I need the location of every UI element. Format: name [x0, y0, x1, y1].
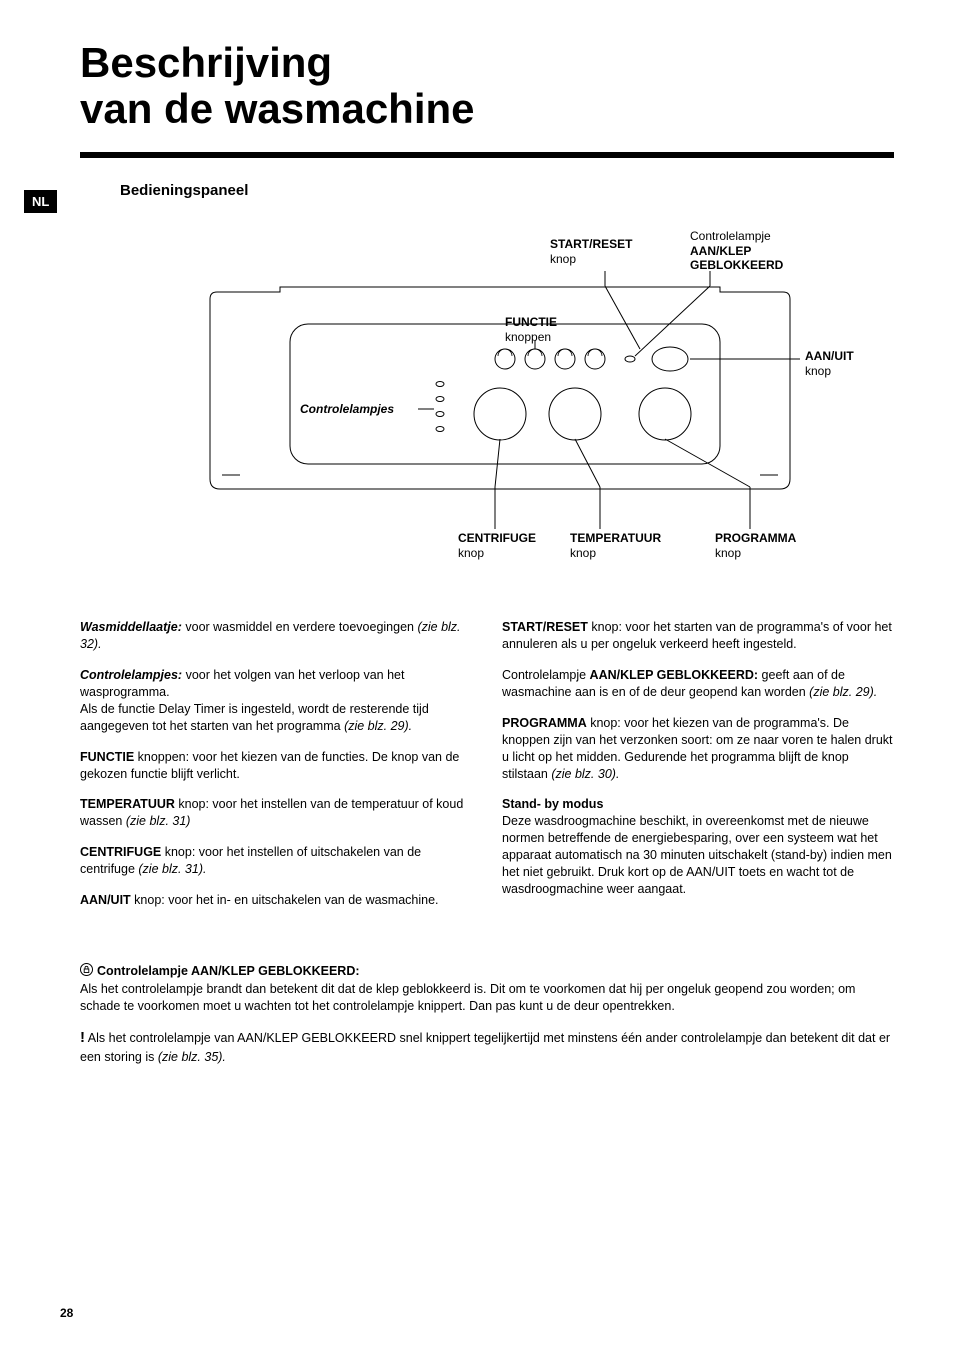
- label-functie: FUNCTIE knoppen: [505, 315, 557, 344]
- language-tag: NL: [24, 190, 57, 213]
- para-functie: FUNCTIE knoppen: voor het kiezen van de …: [80, 749, 472, 783]
- para-temperatuur: TEMPERATUUR knop: voor het instellen van…: [80, 796, 472, 830]
- section-title: Bedieningspaneel: [120, 182, 894, 199]
- para-programma: PROGRAMMA knop: voor het kiezen van de p…: [502, 715, 894, 783]
- label-controlelampjes: Controlelampjes: [300, 402, 394, 416]
- control-panel-diagram: START/RESET knop Controlelampje AAN/KLEP…: [160, 229, 860, 569]
- title-line-2: van de wasmachine: [80, 85, 475, 132]
- para-aan-uit: AAN/UIT knop: voor het in- en uitschakel…: [80, 892, 472, 909]
- label-centrifuge: CENTRIFUGE knop: [458, 531, 536, 560]
- footer-block: Controlelampje AAN/KLEP GEBLOKKEERD: Als…: [80, 963, 894, 1066]
- description-columns: Wasmiddellaatje: voor wasmiddel en verde…: [80, 619, 894, 922]
- para-start-reset: START/RESET knop: voor het starten van d…: [502, 619, 894, 653]
- para-centrifuge: CENTRIFUGE knop: voor het instellen of u…: [80, 844, 472, 878]
- para-aan-klep: Controlelampje AAN/KLEP GEBLOKKEERD: gee…: [502, 667, 894, 701]
- page-title: Beschrijving van de wasmachine: [80, 40, 894, 132]
- title-rule: [80, 152, 894, 158]
- para-wasmiddel: Wasmiddellaatje: voor wasmiddel en verde…: [80, 619, 472, 653]
- footer-para-2: ! Als het controlelampje van AAN/KLEP GE…: [80, 1028, 894, 1065]
- page-number: 28: [60, 1306, 73, 1320]
- title-line-1: Beschrijving: [80, 39, 332, 86]
- label-aan-klep: Controlelampje AAN/KLEP GEBLOKKEERD: [690, 229, 783, 272]
- lock-icon: [80, 963, 93, 981]
- column-left: Wasmiddellaatje: voor wasmiddel en verde…: [80, 619, 472, 922]
- column-right: START/RESET knop: voor het starten van d…: [502, 619, 894, 922]
- label-start-reset: START/RESET knop: [550, 237, 632, 266]
- footer-para-1: Controlelampje AAN/KLEP GEBLOKKEERD: Als…: [80, 963, 894, 1015]
- label-aan-uit: AAN/UIT knop: [805, 349, 854, 378]
- label-temperatuur: TEMPERATUUR knop: [570, 531, 661, 560]
- label-programma: PROGRAMMA knop: [715, 531, 796, 560]
- para-standby: Stand- by modus Deze wasdroogmachine bes…: [502, 796, 894, 897]
- para-controlelampjes: Controlelampjes: voor het volgen van het…: [80, 667, 472, 735]
